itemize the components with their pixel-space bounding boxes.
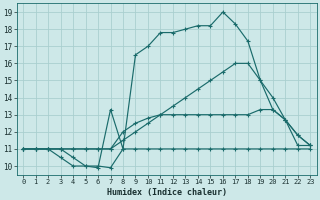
X-axis label: Humidex (Indice chaleur): Humidex (Indice chaleur)	[107, 188, 227, 197]
